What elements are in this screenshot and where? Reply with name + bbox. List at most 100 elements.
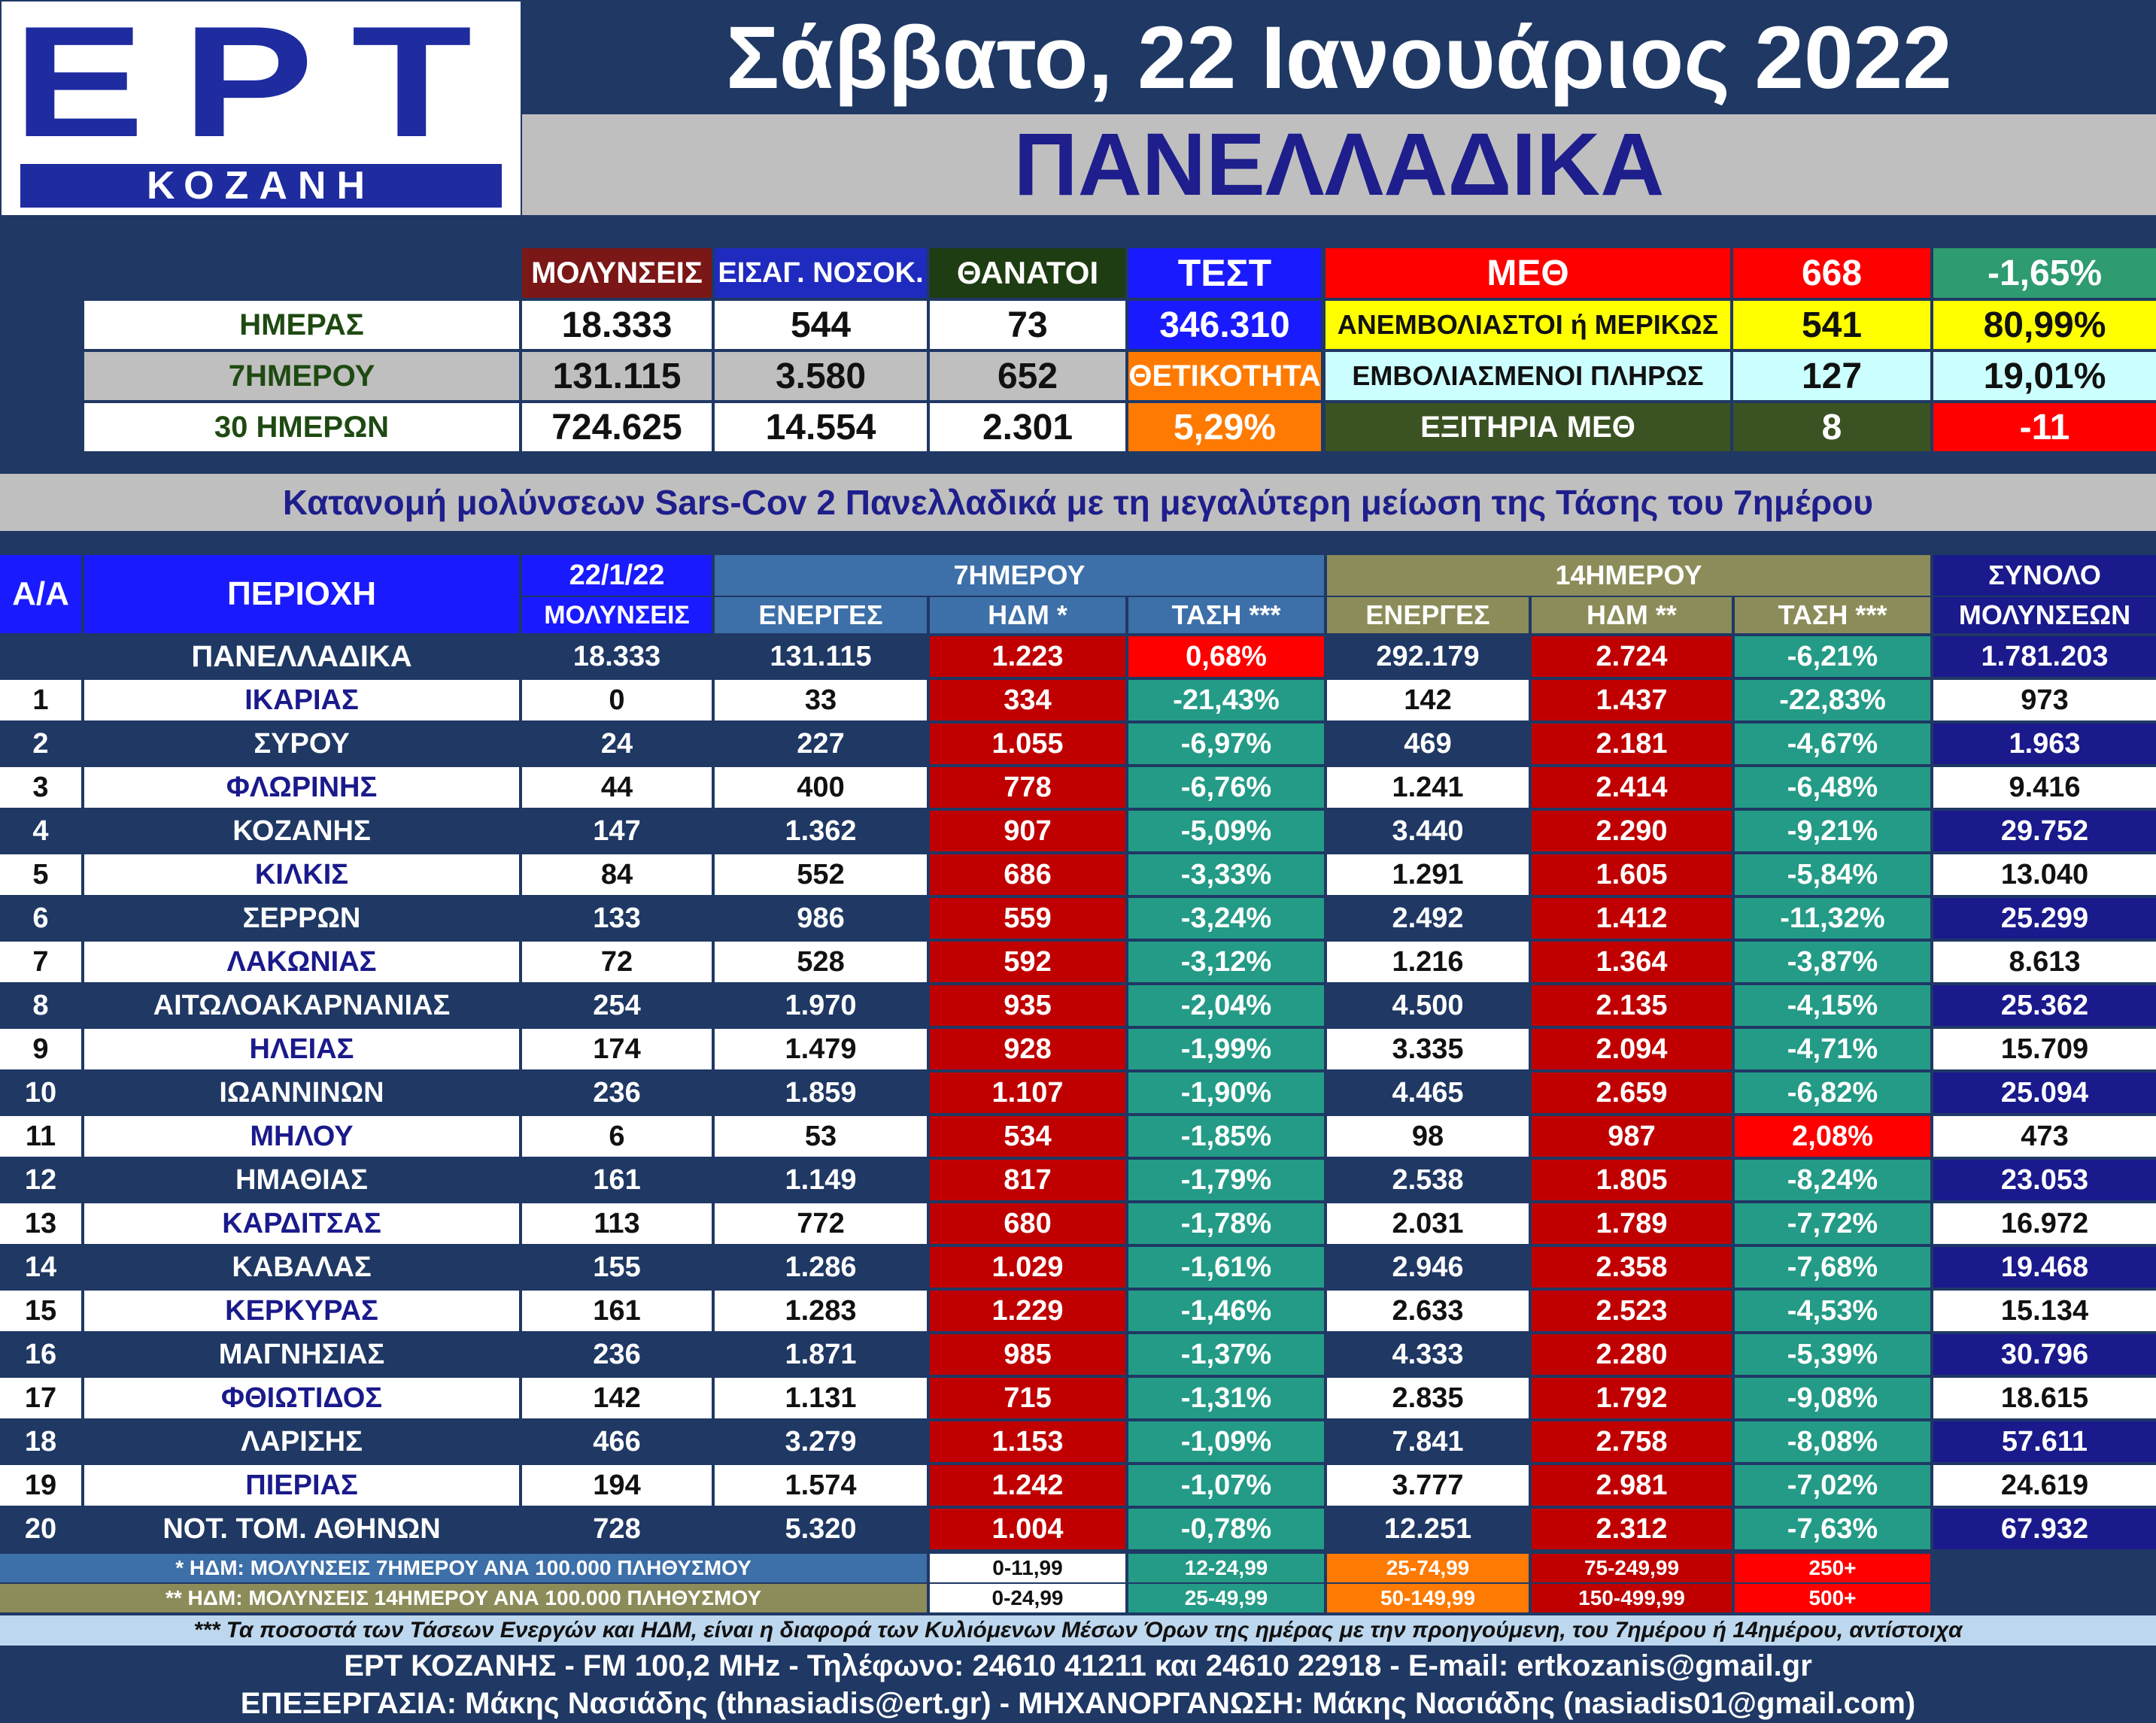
legend-14day-range-5: 500+ — [1735, 1584, 1930, 1612]
row-trend-14: -8,24% — [1735, 1160, 1930, 1200]
table-row: 7 ΛΑΚΩΝΙΑΣ 72 528 592 -3,12% 1.216 1.364 -3,87% 8… — [0, 942, 2156, 982]
row-number: 7 — [0, 942, 81, 982]
row-hdm-14: 1.437 — [1532, 680, 1732, 720]
row-trend-14: -4,15% — [1735, 985, 1930, 1026]
row-region-name: ΗΛΕΙΑΣ — [84, 1029, 519, 1069]
table-row-national: ΠΑΝΕΛΛΑΔΙΚΑ 18.333 131.115 1.223 0,68% 2… — [0, 636, 2156, 677]
row-hdm-7: 928 — [930, 1029, 1125, 1069]
row-total: 57.611 — [1933, 1421, 2156, 1462]
summary-30day-deaths: 2.301 — [930, 403, 1125, 451]
row-number: 8 — [0, 985, 81, 1026]
row-hdm-7: 686 — [930, 854, 1125, 895]
row-hdm-7: 334 — [930, 680, 1125, 720]
row-trend-7: -1,90% — [1128, 1072, 1324, 1113]
row-trend-14: -4,67% — [1735, 723, 1930, 764]
header-aa: Α/Α — [0, 555, 81, 633]
row-region-name: ΚΑΡΔΙΤΣΑΣ — [84, 1203, 519, 1244]
row-trend-14: -5,84% — [1735, 854, 1930, 895]
row-trend-7: -1,61% — [1128, 1247, 1324, 1288]
row-trend-7: -1,79% — [1128, 1160, 1324, 1200]
row-number: 5 — [0, 854, 81, 895]
row-hdm-14: 2.094 — [1532, 1029, 1732, 1069]
row-active-14: 2.492 — [1327, 898, 1529, 939]
row-hdm-7: 907 — [930, 811, 1125, 851]
row-region-name: ΠΙΕΡΙΑΣ — [84, 1465, 519, 1506]
row-total: 24.619 — [1933, 1465, 2156, 1506]
row-hdm-7: 817 — [930, 1160, 1125, 1200]
table-row: 10 ΙΩΑΝΝΙΝΩΝ 236 1.859 1.107 -1,90% 4.465 2.659… — [0, 1072, 2156, 1113]
header-total-1: ΣΥΝΟΛΟ — [1933, 555, 2156, 596]
row-active-14: 4.465 — [1327, 1072, 1529, 1113]
row-infections: 236 — [522, 1334, 712, 1375]
row-trend-7: -1,31% — [1128, 1378, 1324, 1418]
row-trend-7: -21,43% — [1128, 680, 1324, 720]
row-number: 11 — [0, 1116, 81, 1157]
row-active-7: 3.279 — [715, 1421, 927, 1462]
row-trend-7: -1,78% — [1128, 1203, 1324, 1244]
summary-label-7day: 7ΗΜΕΡΟΥ — [84, 352, 519, 400]
summary-30day-admissions: 14.554 — [715, 403, 927, 451]
row-hdm-14: 1.789 — [1532, 1203, 1732, 1244]
row-hdm-7: 1.229 — [930, 1291, 1125, 1331]
row-trend-14: 2,08% — [1735, 1116, 1930, 1157]
header-7day-hdm: ΗΔΜ * — [930, 597, 1125, 633]
row-infections: 0 — [522, 680, 712, 720]
positivity-label: ΘΕΤΙΚΟΤΗΤΑ — [1128, 352, 1321, 400]
table-row: 8 ΑΙΤΩΛΟΑΚΑΡΝΑΝΙΑΣ 254 1.970 935 -2,04% 4.500 2… — [0, 985, 2156, 1026]
row-trend-14: -3,87% — [1735, 942, 1930, 982]
row-active-7: 1.149 — [715, 1160, 927, 1200]
row-active-14: 3.440 — [1327, 811, 1529, 851]
row-trend-7: -2,04% — [1128, 985, 1324, 1026]
row-hdm-14: 2.280 — [1532, 1334, 1732, 1375]
row-active-14: 2.031 — [1327, 1203, 1529, 1244]
header-total-2: ΜΟΛΥΝΣΕΩΝ — [1933, 597, 2156, 633]
row-region-name: ΝΟΤ. ΤΟΜ. ΑΘΗΝΩΝ — [84, 1509, 519, 1549]
legend-14day-range-4: 150-499,99 — [1532, 1584, 1732, 1612]
row-number: 13 — [0, 1203, 81, 1244]
row-total: 1.963 — [1933, 723, 2156, 764]
row-total: 23.053 — [1933, 1160, 2156, 1200]
row-trend-7: -3,24% — [1128, 898, 1324, 939]
national-hdm-14: 2.724 — [1532, 636, 1732, 677]
row-active-14: 142 — [1327, 680, 1529, 720]
row-hdm-7: 1.029 — [930, 1247, 1125, 1288]
row-active-7: 1.283 — [715, 1291, 927, 1331]
row-trend-14: -6,82% — [1735, 1072, 1930, 1113]
row-number: 3 — [0, 767, 81, 808]
table-row: 4 ΚΟΖΑΝΗΣ 147 1.362 907 -5,09% 3.440 2.290 -9,21… — [0, 811, 2156, 851]
logo-subtitle: ΚΟΖΑΝΗ — [20, 164, 502, 208]
row-total: 15.134 — [1933, 1291, 2156, 1331]
row-infections: 44 — [522, 767, 712, 808]
summary-day-infections: 18.333 — [522, 301, 712, 349]
summary-7day-admissions: 3.580 — [715, 352, 927, 400]
row-infections: 174 — [522, 1029, 712, 1069]
row-hdm-14: 2.659 — [1532, 1072, 1732, 1113]
icu-unvaccinated-pct: 80,99% — [1933, 301, 2156, 349]
table-row: 1 ΙΚΑΡΙΑΣ 0 33 334 -21,43% 142 1.437 -22,83% 973 — [0, 680, 2156, 720]
legend-7day-range-3: 25-74,99 — [1327, 1554, 1529, 1582]
header-hospital-admissions: ΕΙΣΑΓ. ΝΟΣΟΚ. — [715, 248, 927, 298]
icu-unvaccinated-value: 541 — [1733, 301, 1930, 349]
row-number: 17 — [0, 1378, 81, 1418]
national-hdm-7: 1.223 — [930, 636, 1125, 677]
row-region-name: ΛΑΡΙΣΗΣ — [84, 1421, 519, 1462]
row-region-name: ΦΛΩΡΙΝΗΣ — [84, 767, 519, 808]
table-row: 2 ΣΥΡΟΥ 24 227 1.055 -6,97% 469 2.181 -4,67% 1.96… — [0, 723, 2156, 764]
row-infections: 6 — [522, 1116, 712, 1157]
row-number: 6 — [0, 898, 81, 939]
row-hdm-14: 1.792 — [1532, 1378, 1732, 1418]
row-total: 15.709 — [1933, 1029, 2156, 1069]
row-hdm-14: 2.135 — [1532, 985, 1732, 1026]
legend-7day-range-2: 12-24,99 — [1128, 1554, 1324, 1582]
row-infections: 728 — [522, 1509, 712, 1549]
header-14day-hdm: ΗΔΜ ** — [1532, 597, 1732, 633]
row-region-name: ΚΑΒΑΛΑΣ — [84, 1247, 519, 1288]
row-trend-7: -1,99% — [1128, 1029, 1324, 1069]
summary-label-30day: 30 ΗΜΕΡΩΝ — [84, 403, 519, 451]
icu-value: 668 — [1733, 248, 1930, 298]
row-hdm-14: 2.290 — [1532, 811, 1732, 851]
header-14day-group: 14ΗΜΕΡΟΥ — [1327, 555, 1930, 596]
row-hdm-7: 1.055 — [930, 723, 1125, 764]
table-row: 3 ΦΛΩΡΙΝΗΣ 44 400 778 -6,76% 1.241 2.414 -6,48% 9… — [0, 767, 2156, 808]
row-trend-7: -1,37% — [1128, 1334, 1324, 1375]
